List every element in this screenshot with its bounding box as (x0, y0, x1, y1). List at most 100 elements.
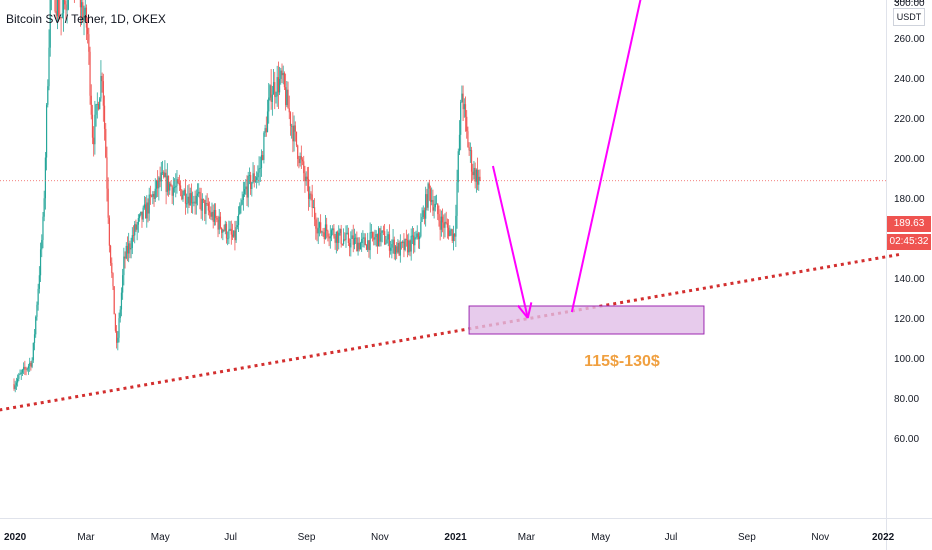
candle-body (167, 175, 170, 191)
candle-body (113, 286, 115, 315)
candle-body (328, 236, 330, 239)
candle-body (346, 232, 348, 234)
candle-body (359, 242, 362, 250)
candle-body (202, 198, 205, 201)
target-zone-box (468, 305, 705, 335)
price-axis-label: 60.00 (894, 434, 920, 445)
candle-body (79, 0, 81, 8)
candle-body (161, 172, 164, 174)
candle-body (43, 198, 45, 217)
candle-body (352, 235, 354, 245)
time-axis-label: Jul (664, 532, 678, 543)
candle-body (60, 17, 62, 19)
candle-body (478, 176, 480, 185)
candle-body (451, 229, 453, 241)
candle-body (221, 227, 223, 233)
candle-body (187, 196, 189, 204)
candle-body (216, 217, 218, 220)
candle-body (294, 125, 296, 132)
time-axis-label: 2022 (872, 532, 895, 543)
candle-body (344, 239, 346, 241)
candle-body (440, 216, 442, 230)
candle-body (37, 288, 39, 305)
candle-body (140, 211, 142, 215)
candle-body (83, 16, 85, 21)
candle-body (464, 104, 467, 117)
candle-body (153, 193, 155, 199)
candle-body (18, 374, 20, 379)
candle-body (376, 234, 378, 247)
candle-body (237, 214, 240, 226)
candle-body (342, 239, 345, 245)
candle-body (190, 193, 193, 204)
candle-body (231, 234, 234, 237)
price-axis-label: 140.00 (894, 274, 925, 285)
candle-body (298, 158, 300, 164)
candle-body (88, 34, 90, 52)
candle-body (349, 242, 351, 248)
candle-body (39, 249, 42, 276)
up-arrow (570, 0, 642, 313)
candle-body (405, 238, 407, 240)
candle-body (87, 27, 89, 35)
candle-body (412, 235, 415, 246)
candle-body (58, 0, 60, 18)
candle-body (149, 194, 152, 196)
candle-body (181, 189, 183, 200)
candle-body (266, 111, 269, 133)
candle-body (468, 147, 470, 151)
candle-body (228, 229, 230, 239)
candle-body (26, 368, 28, 370)
candle-body (206, 203, 208, 204)
candle-body (358, 242, 360, 250)
candle-body (341, 243, 343, 245)
candle-body (403, 241, 405, 250)
candle-body (269, 85, 271, 98)
candle-body (347, 232, 350, 243)
candle-body (239, 206, 241, 215)
candle-body (36, 304, 38, 317)
candle-body (277, 77, 279, 93)
candle-body (219, 216, 222, 228)
last-price-tag: 189.63 (887, 216, 931, 232)
candle-body (271, 94, 273, 102)
candle-body (64, 0, 66, 5)
candle-body (199, 191, 201, 199)
candle-body (362, 237, 364, 240)
candle-body (310, 193, 312, 195)
candle-body (102, 81, 104, 106)
candle-body (270, 85, 272, 102)
currency-unit-button[interactable]: USDT (893, 8, 925, 26)
candle-body (157, 180, 159, 189)
candle-body (85, 7, 88, 28)
candle-body (406, 239, 409, 253)
candle-body (146, 202, 148, 219)
candle-body (283, 73, 286, 88)
time-axis-label: Sep (738, 532, 756, 543)
candle-body (91, 114, 94, 138)
candle-body (329, 236, 331, 239)
candle-body (287, 89, 289, 109)
candle-body (175, 185, 177, 188)
candle-body (186, 203, 188, 205)
candle-body (278, 78, 281, 93)
candle-body (44, 157, 46, 199)
candle-body (119, 309, 121, 319)
price-chart-candles (13, 0, 481, 393)
candle-body (148, 194, 150, 214)
candle-body (340, 229, 342, 244)
candle-body (441, 216, 444, 223)
candle-body (41, 239, 43, 250)
candle-body (460, 102, 462, 135)
candle-body (65, 4, 67, 10)
candle-body (300, 155, 302, 160)
candle-body (335, 231, 337, 243)
candle-body (99, 98, 101, 110)
candle-body (159, 177, 161, 182)
candle-body (245, 186, 247, 190)
candle-body (388, 234, 391, 251)
candle-body (324, 224, 327, 240)
candle-body (391, 243, 393, 248)
candle-body (280, 70, 282, 79)
